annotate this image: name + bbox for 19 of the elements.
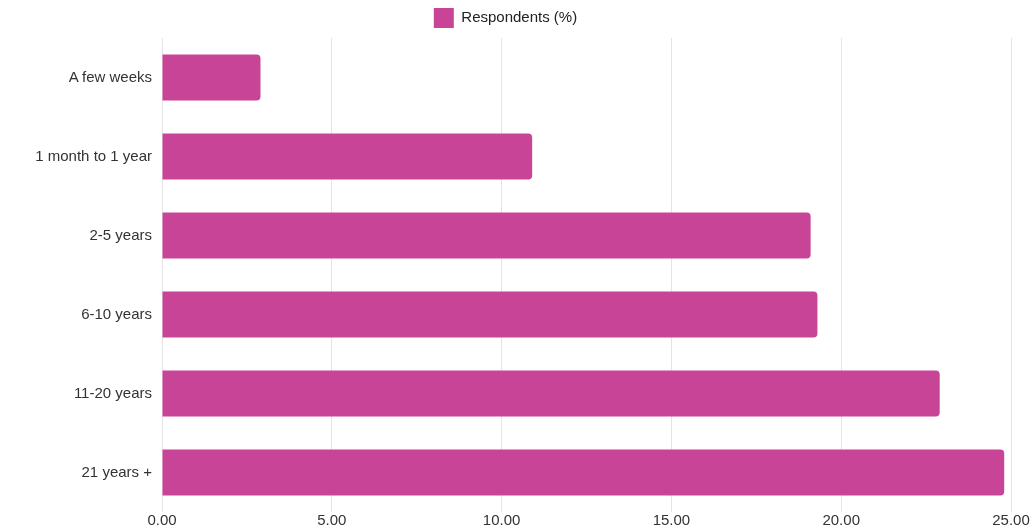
- bar: [162, 370, 940, 417]
- y-tick-label: 21 years +: [81, 462, 153, 480]
- bar: [162, 212, 811, 259]
- bar: [162, 291, 818, 338]
- bar: [162, 133, 533, 180]
- y-tick-label: 2-5 years: [89, 225, 152, 243]
- x-tick-label: 15.00: [652, 511, 691, 529]
- y-tick-label: 11-20 years: [73, 383, 152, 401]
- x-tick-label: 20.00: [822, 511, 860, 529]
- bar: [162, 54, 261, 101]
- bar: [162, 449, 1005, 496]
- legend-label: Respondents (%): [461, 8, 578, 26]
- x-tick-label: 0.00: [147, 511, 177, 529]
- x-tick-label: 10.00: [482, 511, 521, 529]
- y-tick-label: 6-10 years: [81, 304, 152, 322]
- x-tick-label: 5.00: [317, 511, 347, 529]
- y-tick-label: A few weeks: [68, 67, 152, 85]
- y-tick-label: 1 month to 1 year: [35, 146, 152, 164]
- x-tick-label: 25.00: [992, 511, 1030, 529]
